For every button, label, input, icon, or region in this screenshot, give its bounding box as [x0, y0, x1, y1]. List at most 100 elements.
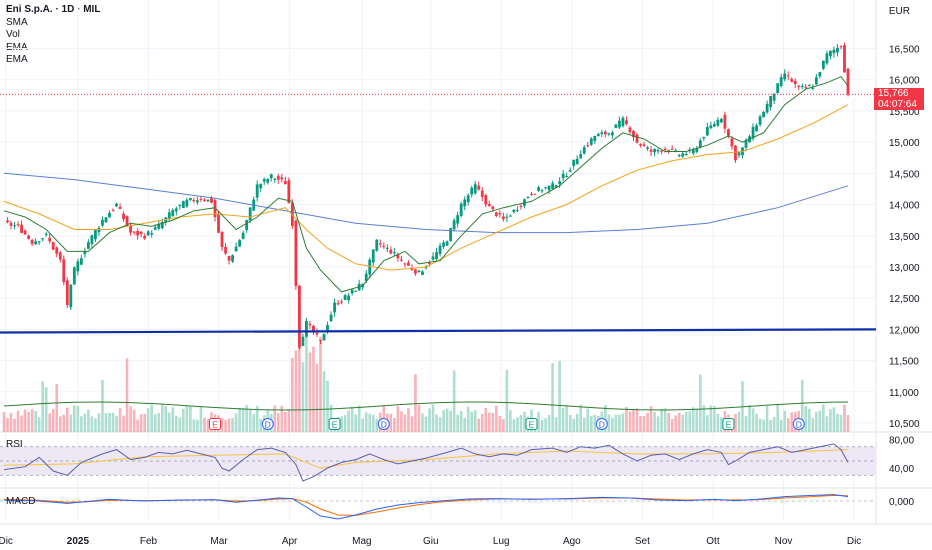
candle-body [698, 140, 702, 148]
volume-bar [769, 419, 772, 432]
volume-bar [178, 417, 182, 432]
price-tick-label: 13,000 [889, 263, 920, 274]
dividend-marker [377, 418, 390, 430]
time-tick-label: Lug [493, 536, 510, 547]
volume-bar [62, 414, 66, 432]
candle-body [111, 209, 115, 211]
event-marker-d: D [377, 418, 390, 430]
indicator-label-ema-1[interactable]: EMA [6, 41, 28, 53]
candle-body [199, 198, 203, 200]
volume-bar [294, 350, 298, 432]
candle-body [368, 259, 372, 275]
volume-bar [663, 408, 667, 432]
price-tick-label: 16,500 [889, 45, 920, 56]
volume-bar [298, 335, 301, 432]
candle-body [832, 49, 836, 54]
volume-bar [755, 413, 758, 432]
volume-bar [716, 413, 720, 432]
volume-bar [94, 418, 97, 432]
candle-body [473, 184, 477, 194]
volume-bar [424, 416, 428, 432]
volume-bar [480, 413, 484, 432]
volume-bar [400, 411, 403, 432]
symbol-title[interactable]: Eni S.p.A. · 1D · MIL [6, 4, 101, 15]
candle-body [115, 203, 118, 207]
volume-bar [635, 408, 639, 432]
candle-body [167, 212, 171, 220]
candle-body [431, 256, 435, 260]
time-tick-label: 2025 [67, 536, 90, 547]
volume-bar [259, 418, 263, 432]
candle-body [136, 230, 140, 236]
event-marker-label: E [529, 420, 535, 430]
candle-body [417, 270, 421, 273]
candle-body [276, 176, 280, 180]
volume-bar [523, 411, 526, 432]
candle-body [800, 85, 804, 87]
volume-bar [340, 416, 343, 432]
candle-body [814, 77, 818, 85]
candle-body [407, 262, 410, 266]
volume-bar [37, 417, 41, 432]
volume-bar [431, 404, 435, 432]
volume-bar [245, 405, 248, 432]
indicator-label-vol[interactable]: Vol [6, 29, 20, 40]
volume-bar [287, 409, 291, 432]
indicator-label-sma[interactable]: SMA [6, 16, 28, 28]
candle-body [87, 242, 90, 249]
volume-bar [125, 358, 129, 432]
price-tick-label: 15,500 [889, 107, 920, 118]
volume-bar [291, 357, 294, 432]
candle-body [825, 53, 829, 64]
volume-bar [136, 419, 139, 432]
candle-body [20, 224, 23, 233]
rsi-label[interactable]: RSI [6, 439, 23, 450]
candle-body [646, 147, 649, 149]
volume-bar [428, 408, 431, 432]
candle-body [364, 273, 368, 281]
candle-body [723, 114, 727, 129]
candle-body [203, 199, 206, 201]
volume-bar [582, 417, 586, 432]
volume-bar [466, 406, 470, 432]
candle-body [319, 339, 322, 341]
candle-body [132, 231, 136, 233]
candle-body [403, 263, 407, 265]
volume-bar [143, 413, 146, 432]
candle-body [382, 245, 386, 247]
candle-body [811, 87, 815, 89]
candle-body [463, 199, 467, 207]
volume-bar [843, 404, 846, 432]
volume-bar [199, 406, 203, 432]
rsi-tick-label: 40,00 [889, 464, 914, 475]
candle-body [171, 210, 175, 217]
macd-label[interactable]: MACD [6, 496, 36, 507]
volume-bar [319, 336, 322, 432]
candle-body [607, 133, 611, 135]
time-tick-label: Dic [0, 536, 13, 547]
volume-bar [702, 405, 706, 432]
candle-body [445, 241, 449, 246]
volume-bar [364, 412, 368, 432]
currency-label[interactable]: EUR [888, 6, 910, 17]
indicator-label-ema-2[interactable]: EMA [6, 54, 28, 65]
candle-body [807, 85, 811, 87]
candle-body [143, 235, 147, 239]
volume-bar [368, 413, 372, 432]
candle-body [551, 183, 554, 189]
volume-bar [681, 414, 685, 432]
candle-body [656, 149, 660, 152]
candle-body [614, 124, 618, 128]
candle-body [27, 235, 31, 239]
candle-body [843, 45, 846, 73]
candle-body [157, 224, 161, 229]
volume-bar [241, 408, 245, 432]
candle-body [498, 213, 502, 215]
candle-body [804, 86, 808, 88]
dividend-marker [595, 418, 608, 430]
volume-bar [220, 417, 224, 432]
candle-body [192, 199, 196, 202]
chart-header: Eni S.p.A. · 1D · MIL SMA Vol EMA EMA [6, 4, 100, 67]
macd-panel [0, 494, 876, 520]
